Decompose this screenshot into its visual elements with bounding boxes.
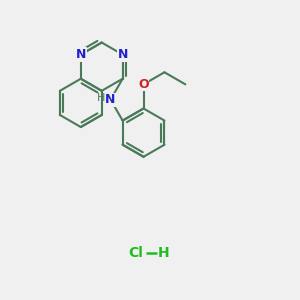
Text: N: N [76,48,86,61]
Text: O: O [138,78,149,91]
Text: N: N [117,48,128,61]
Text: H: H [97,93,105,103]
Text: N: N [105,93,116,106]
Text: Cl: Cl [128,246,143,260]
Text: H: H [158,246,169,260]
